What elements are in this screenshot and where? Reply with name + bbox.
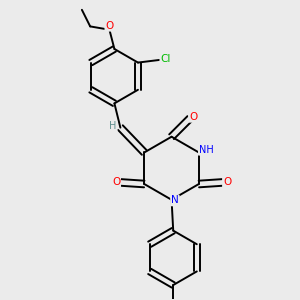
- Text: O: O: [112, 177, 120, 187]
- Text: NH: NH: [199, 145, 214, 155]
- Text: Cl: Cl: [160, 54, 171, 64]
- Text: O: O: [223, 177, 231, 187]
- Text: H: H: [110, 121, 117, 131]
- Text: O: O: [105, 21, 114, 31]
- Text: N: N: [171, 195, 179, 206]
- Text: O: O: [189, 112, 197, 122]
